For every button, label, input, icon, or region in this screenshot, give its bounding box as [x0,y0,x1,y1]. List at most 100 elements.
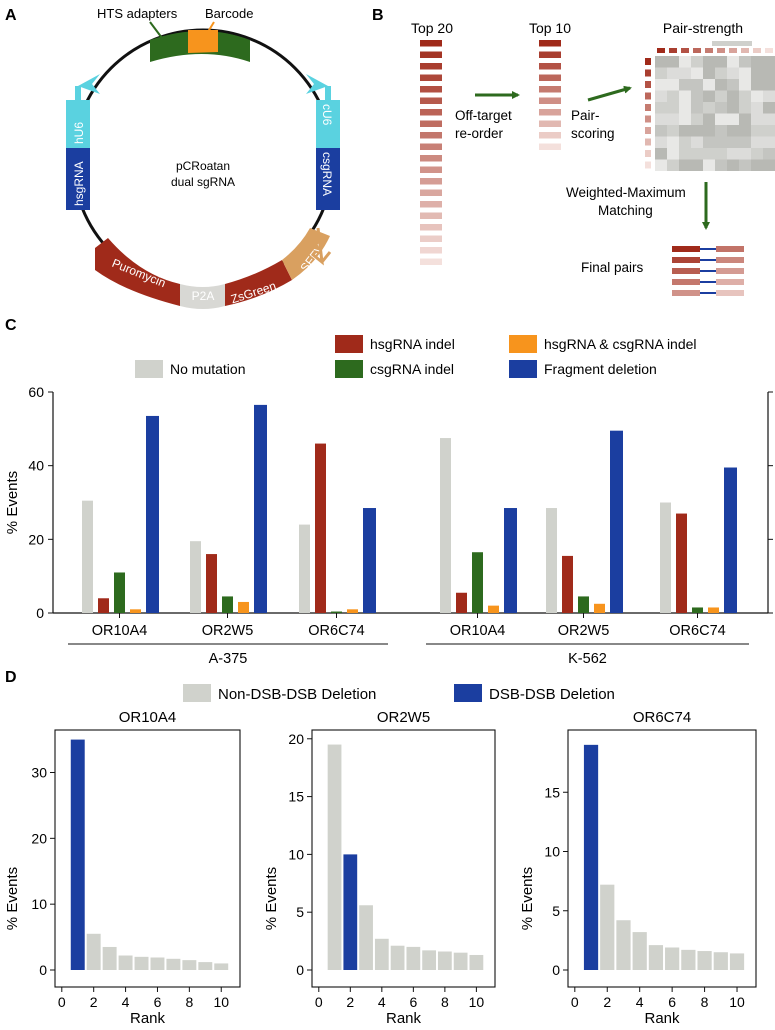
bar [222,596,233,613]
bar [488,605,499,613]
matrix-cell [739,79,751,91]
matrix-cell [763,159,775,171]
matrix-row-marker [645,104,651,111]
matrix-cell [655,136,667,148]
subplot-or10a4: OR10A4 0 10 20 30 0 2 4 6 8 10 Rank % Events [4,709,241,1027]
x-tick-label: 8 [701,994,709,1010]
bar [616,920,631,970]
top20-guide-bar [420,120,442,127]
top10-stack [539,40,561,150]
legend-label: Non-DSB-DSB Deletion [218,686,376,703]
bar [708,607,719,613]
top10-guide-bar [539,143,561,150]
matrix-row-marker [645,150,651,157]
top20-guide-bar [420,40,442,47]
hts-adapters-label: HTS adapters [97,6,178,21]
x-tick-label: OR2W5 [558,623,610,639]
bar [453,952,468,970]
x-tick-label: 10 [729,994,745,1010]
top20-guide-bar [420,201,442,208]
matrix-cell [751,136,763,148]
matrix-cell [751,90,763,102]
bar [150,957,165,970]
matrix-cell [715,102,727,114]
hts-callout-line [149,21,169,47]
x-tick-label: 2 [90,994,98,1010]
x-axis-label: Rank [644,1010,680,1027]
panel-b: B Top 20 Top 10 Pair-strength Off-target… [372,7,775,296]
matrix-column-marker [729,48,737,53]
matrix-cell [667,102,679,114]
puromycin-segment [95,238,180,306]
matrix-cell [727,79,739,91]
matrix-cell [703,56,715,68]
panel-a: A HTS adapters Barcode hU6 hsgRNA cU6 cs… [5,6,340,309]
bar [600,884,615,970]
bar [724,467,737,613]
barcode-label: Barcode [205,6,253,21]
x-tick-label: OR6C74 [669,623,725,639]
legend-label: hsgRNA & csgRNA indel [544,336,697,352]
bar [729,953,745,970]
hu6-label: hU6 [72,122,86,144]
matrix-cell [667,56,679,68]
matrix-column-marker [717,48,725,53]
bar [130,609,141,613]
matrix-cell [679,113,691,125]
bar [713,952,728,970]
bar [315,443,326,613]
matrix-row-marker [645,115,651,123]
matrix-column-marker [669,48,677,53]
top20-guide-bar [420,224,442,231]
matrix-cell [667,159,679,171]
matrix-cell [739,113,751,125]
p2a-label: P2A [192,289,215,303]
bar [206,554,217,613]
matrix-row-marker [645,138,651,146]
x-tick-label: 6 [409,994,417,1010]
x-tick-label: 0 [315,994,323,1010]
matrix-cell [691,148,703,160]
top10-label: Top 10 [529,20,571,36]
top20-label: Top 20 [411,20,453,36]
matrix-cell [751,159,763,171]
top10-guide-bar [539,109,561,116]
final-pair-right-bar [716,257,744,263]
top10-guide-bar [539,74,561,81]
bar [390,945,405,970]
bar [406,946,421,970]
bar [692,607,703,613]
matrix-cell [679,90,691,102]
bar [363,508,376,613]
top10-guide-bar [539,132,561,139]
subplot-frame [54,729,241,988]
hsgrna-segment [66,148,90,210]
top20-stack [420,40,442,265]
y-tick-label: 10 [288,846,304,862]
matrix-cell [715,136,727,148]
x-tick-label: OR6C74 [308,623,364,639]
matrix-scale-bar [712,41,752,46]
y-tick-label: 0 [296,962,304,978]
legend-label: csgRNA indel [370,361,454,377]
matrix-cell [691,67,703,79]
matrix-cell [715,79,727,91]
matrix-cell [763,136,775,148]
top10-guide-bar [539,120,561,127]
matrix-row-marker [645,58,651,65]
matrix-cell [667,79,679,91]
matrix-cell [679,125,691,137]
matrix-cell [763,79,775,91]
panel-c: C No mutation hsgRNA indel csgRNA indel hsg… [4,317,773,667]
matrix-cell [715,56,727,68]
matrix-cell [655,67,667,79]
top10-guide-bar [539,63,561,70]
matrix-cell [727,125,739,137]
matrix-cell [655,113,667,125]
x-tick-label: 2 [346,994,354,1010]
hu6-segment [66,100,90,148]
bar [456,592,467,613]
matrix-cell [703,148,715,160]
x-tick-label: 4 [378,994,386,1010]
